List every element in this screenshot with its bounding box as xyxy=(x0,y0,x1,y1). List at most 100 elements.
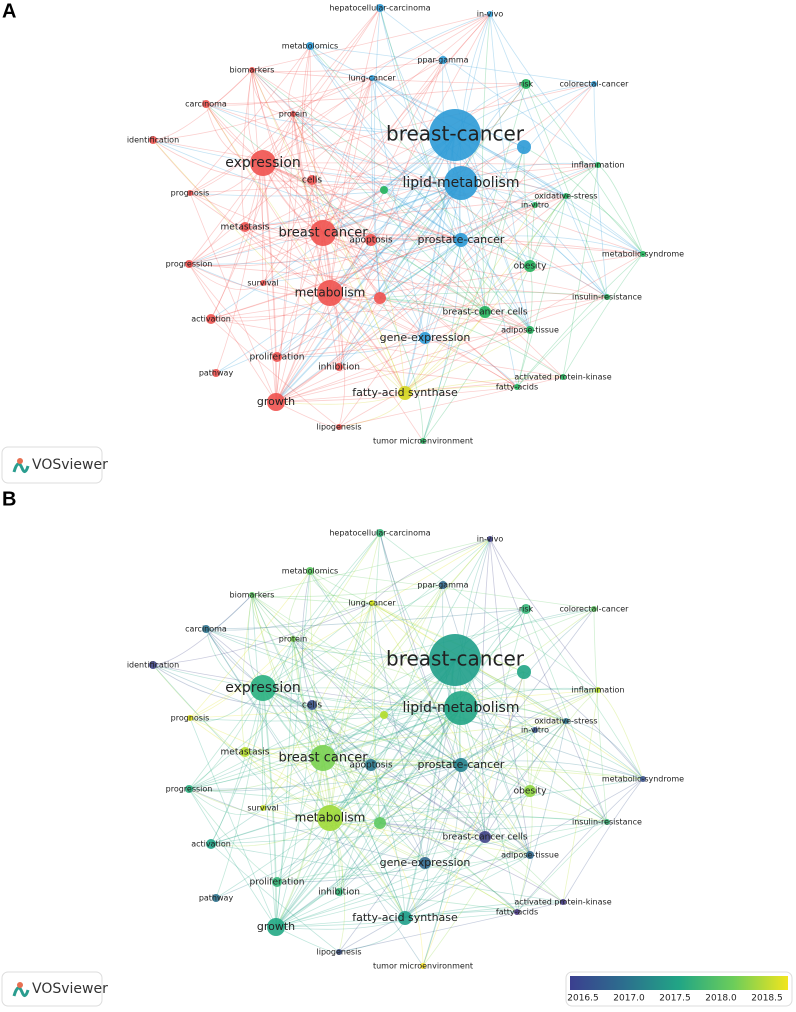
node-label: protein xyxy=(279,635,307,644)
edge xyxy=(252,60,443,72)
colorbar-tick-label: 2018.0 xyxy=(705,994,737,1004)
node-label: lipid-metabolism xyxy=(403,175,520,191)
node-label: pathway xyxy=(199,894,234,903)
node-label: identification xyxy=(127,136,179,145)
node-label: in-vivo xyxy=(477,10,504,19)
edge xyxy=(563,779,643,902)
node-label: biomarkers xyxy=(230,66,275,75)
node-label: carcinoma xyxy=(185,625,227,634)
node-label: lipogenesis xyxy=(317,948,362,957)
node-label: lung-cancer xyxy=(348,74,396,83)
panel-letter: B xyxy=(2,488,16,510)
node-label: identification xyxy=(127,661,179,670)
node-label: lipogenesis xyxy=(317,423,362,432)
node-label: ppar-gamma xyxy=(417,581,468,590)
node-label: fatty-acids xyxy=(496,908,538,917)
node-label: hepatocellular-carcinoma xyxy=(329,529,430,538)
node-label: fatty-acids xyxy=(496,383,538,392)
logo-text: VOSviewer xyxy=(32,981,108,997)
node-label: risk xyxy=(519,605,534,614)
node-label: tumor microenvironment xyxy=(373,962,473,971)
node-label: activation xyxy=(191,840,231,849)
node-label: prostate-cancer xyxy=(418,233,505,246)
node-label: metabolism xyxy=(295,811,366,825)
node-label: metastasis xyxy=(221,748,270,758)
node-label: insulin-resistance xyxy=(572,293,642,302)
node-label: oxidative-stress xyxy=(534,192,597,201)
colorbar-tick-label: 2016.5 xyxy=(567,994,599,1004)
node-label: inflammation xyxy=(571,686,624,695)
node-label: breast-cancer xyxy=(386,122,525,146)
edge xyxy=(490,539,607,822)
node-label: in-vitro xyxy=(521,726,549,735)
colorbar-gradient xyxy=(570,976,788,990)
node-label: cells xyxy=(302,176,322,186)
node-label: metastasis xyxy=(221,223,270,233)
node-label: activated protein-kinase xyxy=(514,373,611,382)
node-label: risk xyxy=(519,80,534,89)
panel-letter: A xyxy=(2,0,16,22)
node-label: metabolomics xyxy=(282,567,338,576)
node-label: obesity xyxy=(514,787,547,797)
node-label: oxidative-stress xyxy=(534,717,597,726)
node-label: inhibition xyxy=(318,888,360,898)
node-label: survival xyxy=(247,279,278,288)
node xyxy=(380,186,388,194)
node xyxy=(374,292,386,304)
node xyxy=(380,711,388,719)
node-label: growth xyxy=(257,395,295,408)
node-label: biomarkers xyxy=(230,591,275,600)
node-label: carcinoma xyxy=(185,100,227,109)
edge xyxy=(405,863,428,918)
edge xyxy=(330,603,372,818)
colorbar-tick-label: 2018.5 xyxy=(751,994,783,1004)
edge xyxy=(594,84,607,297)
node-label: gene-expression xyxy=(380,856,471,869)
node-label: expression xyxy=(225,155,301,171)
node-label: pathway xyxy=(199,369,234,378)
node-label: lipid-metabolism xyxy=(403,700,520,716)
node-label: gene-expression xyxy=(380,331,471,344)
edge xyxy=(211,688,263,844)
node-label: prostate-cancer xyxy=(418,758,505,771)
node-label: adipose-tissue xyxy=(501,851,559,860)
node-label: in-vivo xyxy=(477,535,504,544)
edge xyxy=(330,78,372,293)
logo-icon xyxy=(17,982,23,988)
node-label: obesity xyxy=(514,262,547,272)
colorbar-tick-label: 2017.0 xyxy=(613,994,645,1004)
node-label: lung-cancer xyxy=(348,599,396,608)
node-label: colorectal-cancer xyxy=(560,80,630,89)
node-label: activated protein-kinase xyxy=(514,898,611,907)
node-label: metabolic-syndrome xyxy=(602,250,684,259)
edge xyxy=(405,338,428,393)
colorbar-tick-label: 2017.5 xyxy=(659,994,691,1004)
logo: VOSviewer xyxy=(2,447,108,483)
colorbar: 2016.5 2017.0 2017.5 2018.0 2018.5 xyxy=(566,972,792,1006)
logo-icon xyxy=(17,458,23,464)
edge xyxy=(563,254,643,377)
node-label: metabolomics xyxy=(282,42,338,51)
node-label: insulin-resistance xyxy=(572,818,642,827)
node-label: prognosis xyxy=(171,714,210,723)
node xyxy=(374,817,386,829)
node-label: tumor microenvironment xyxy=(373,437,473,446)
logo-text: VOSviewer xyxy=(32,457,108,473)
logo: VOSviewer xyxy=(2,972,108,1006)
node-label: protein xyxy=(279,110,307,119)
edge xyxy=(490,14,607,297)
node-label: ppar-gamma xyxy=(417,56,468,65)
node-label: adipose-tissue xyxy=(501,326,559,335)
edge xyxy=(252,585,443,597)
node-label: activation xyxy=(191,315,231,324)
node-label: breast-cancer xyxy=(386,647,525,671)
node-label: apoptosis xyxy=(349,761,393,771)
node-label: fatty-acid synthase xyxy=(352,386,458,399)
node-label: prognosis xyxy=(171,189,210,198)
node-label: growth xyxy=(257,920,295,933)
node-label: inhibition xyxy=(318,363,360,373)
node-label: progression xyxy=(166,785,213,794)
node-label: hepatocellular-carcinoma xyxy=(329,4,430,13)
node-label: breast-cancer cells xyxy=(442,833,527,843)
